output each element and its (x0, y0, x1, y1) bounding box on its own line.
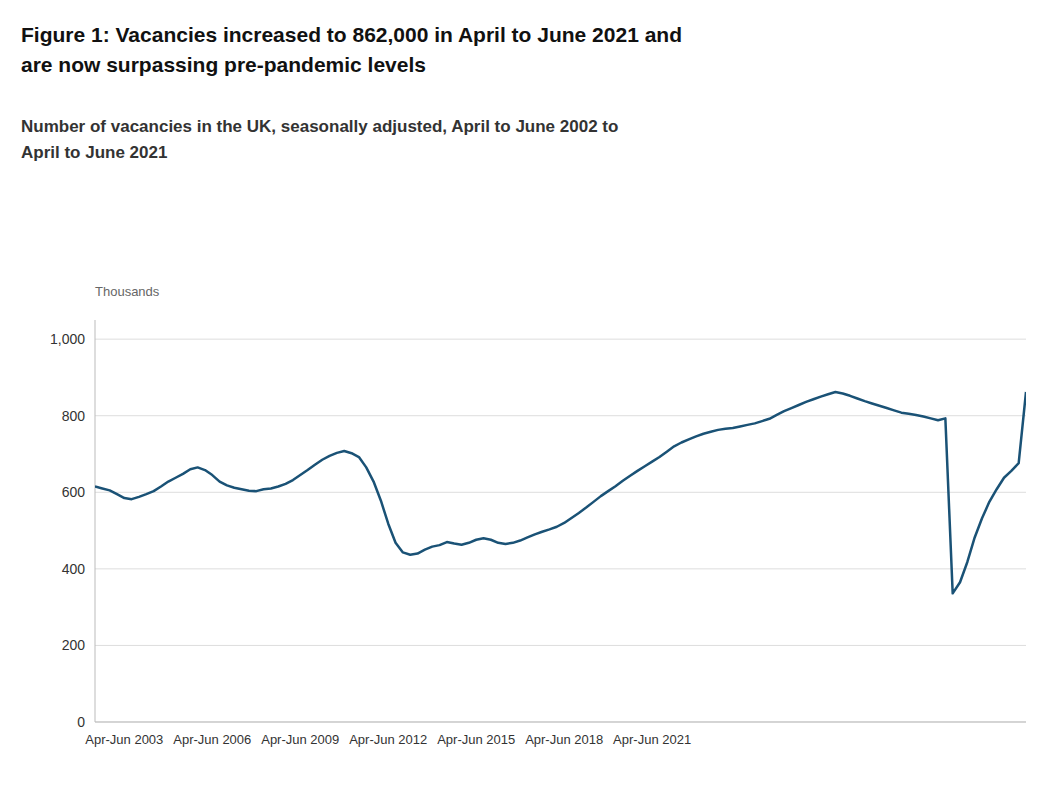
x-tick-label: Apr-Jun 2009 (261, 732, 339, 747)
x-tick-label: Apr-Jun 2003 (85, 732, 163, 747)
title: are now surpassing pre-pandemic levels (21, 53, 426, 76)
series (95, 392, 1026, 593)
y-tick-label: 1,000 (50, 331, 85, 347)
y-axis-label: Thousands (95, 284, 160, 299)
subtitle: April to June 2021 (21, 143, 167, 162)
chart: Figure 1: Vacancies increased to 862,000… (0, 0, 1058, 785)
subtitle: Number of vacancies in the UK, seasonall… (21, 117, 618, 136)
y-tick-label: 800 (62, 408, 86, 424)
x-tick-label: Apr-Jun 2006 (173, 732, 251, 747)
y-tick-label: 600 (62, 484, 86, 500)
x-tick-label: Apr-Jun 2012 (349, 732, 427, 747)
grid-line (95, 645, 1026, 646)
grid-line (95, 722, 1026, 723)
y-tick-label: 200 (62, 637, 86, 653)
y-tick-label: 400 (62, 561, 86, 577)
x-tick-label: Apr-Jun 2021 (613, 732, 691, 747)
y-tick-label: 0 (77, 714, 85, 730)
y-axis-line (95, 320, 96, 722)
grid (95, 339, 1026, 722)
x-axis-line (95, 722, 1026, 723)
line (95, 392, 1026, 593)
grid-line (95, 568, 1026, 569)
grid-line (95, 492, 1026, 493)
x-tick-label: Apr-Jun 2018 (525, 732, 603, 747)
grid-line (95, 339, 1026, 340)
x-tick-label: Apr-Jun 2015 (437, 732, 515, 747)
title: Figure 1: Vacancies increased to 862,000… (21, 23, 682, 46)
grid-line (95, 415, 1026, 416)
